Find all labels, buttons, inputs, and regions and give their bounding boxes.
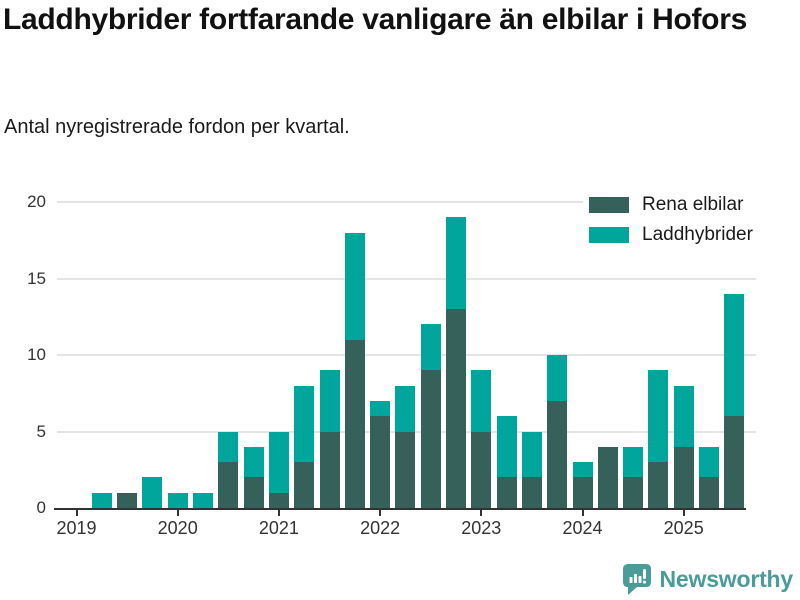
bar-segment	[395, 431, 416, 508]
bar-segment	[420, 370, 441, 508]
bar-segment	[496, 477, 517, 508]
legend-item-laddhybrider: Laddhybrider	[589, 224, 753, 246]
bar-segment	[167, 492, 188, 508]
x-axis-labels: 2019 2020 2021 2022 2023 2024 2025	[56, 518, 777, 542]
x-tick-label: 2025	[663, 518, 704, 538]
x-tick-label: 2023	[461, 518, 502, 538]
bar-segment	[446, 217, 466, 310]
bar-segment	[597, 446, 618, 508]
y-tick-label: 15	[27, 268, 46, 288]
x-tick-mark	[75, 510, 78, 516]
grid-line	[57, 201, 756, 203]
brand-name: Newsworthy	[659, 566, 794, 592]
x-tick-mark	[379, 510, 382, 516]
legend-swatch-rena-elbilar	[589, 197, 629, 213]
bar-segment	[724, 293, 745, 417]
bar-segment	[547, 355, 568, 401]
bar-segment	[673, 385, 694, 447]
legend-swatch-laddhybrider	[589, 227, 629, 243]
bar-segment	[623, 446, 644, 478]
x-tick-label: 2024	[562, 518, 603, 538]
legend-label-rena-elbilar: Rena elbilar	[642, 194, 744, 215]
bar-segment	[699, 477, 719, 508]
x-tick-label: 2020	[157, 518, 198, 538]
bar-segment	[268, 492, 289, 508]
x-tick-mark	[581, 510, 584, 516]
bar-segment	[648, 462, 669, 508]
bar-segment	[471, 431, 492, 508]
x-tick-mark	[682, 510, 685, 516]
x-tick-label: 2019	[56, 518, 97, 538]
bar-segment	[268, 431, 289, 493]
bar-segment	[294, 462, 315, 508]
y-tick-label: 20	[27, 192, 46, 211]
grid-line	[57, 354, 756, 356]
bar-segment	[218, 462, 239, 508]
bar-segment	[319, 370, 340, 432]
bar-segment	[344, 232, 365, 340]
bar-segment	[673, 446, 694, 508]
legend: Rena elbilar Laddhybrider	[583, 192, 759, 248]
bar-segment	[218, 431, 239, 463]
bar-segment	[547, 400, 568, 508]
bar-segment	[142, 477, 163, 508]
bar-segment	[91, 492, 112, 508]
bar-segment	[420, 324, 441, 371]
bar-segment	[193, 492, 213, 508]
bar-segment	[623, 477, 644, 508]
grid-line	[57, 277, 756, 280]
newsworthy-logo-icon	[622, 564, 651, 595]
y-axis-labels: 0 5 10 15 20	[0, 192, 46, 517]
x-tick-mark	[176, 510, 179, 516]
y-tick-label: 0	[36, 498, 46, 517]
brand-footer: Newsworthy	[622, 563, 793, 596]
bar-segment	[344, 339, 365, 508]
bar-segment	[572, 477, 593, 508]
bar-segment	[370, 416, 391, 508]
x-tick-label: 2022	[360, 518, 401, 538]
bar-segment	[699, 446, 719, 478]
legend-item-rena-elbilar: Rena elbilar	[589, 194, 753, 216]
bar-segment	[521, 431, 542, 478]
chart-subtitle: Antal nyregistrerade fordon per kvartal.	[4, 116, 350, 138]
legend-label-laddhybrider: Laddhybrider	[642, 224, 753, 245]
x-tick-mark	[480, 510, 483, 516]
y-tick-label: 10	[27, 345, 46, 364]
bar-segment	[648, 370, 669, 463]
chart-title: Laddhybrider fortfarande vanligare än el…	[3, 3, 747, 36]
bar-segment	[724, 416, 745, 508]
bar-segment	[496, 416, 517, 478]
x-tick-label: 2021	[258, 518, 299, 538]
bar-segment	[521, 477, 542, 508]
bar-segment	[572, 462, 593, 478]
bar-segment	[243, 477, 264, 508]
bar-segment	[446, 309, 466, 508]
bar-segment	[370, 400, 391, 417]
x-axis-line	[54, 508, 746, 510]
x-tick-mark	[277, 510, 280, 516]
bar-segment	[319, 431, 340, 508]
bar-segment	[471, 370, 492, 432]
bar-segment	[294, 385, 315, 463]
bar-segment	[117, 492, 138, 508]
y-tick-label: 5	[36, 421, 46, 441]
bar-segment	[243, 446, 264, 478]
plot-area: Rena elbilar Laddhybrider	[54, 192, 759, 516]
bar-segment	[395, 385, 416, 432]
